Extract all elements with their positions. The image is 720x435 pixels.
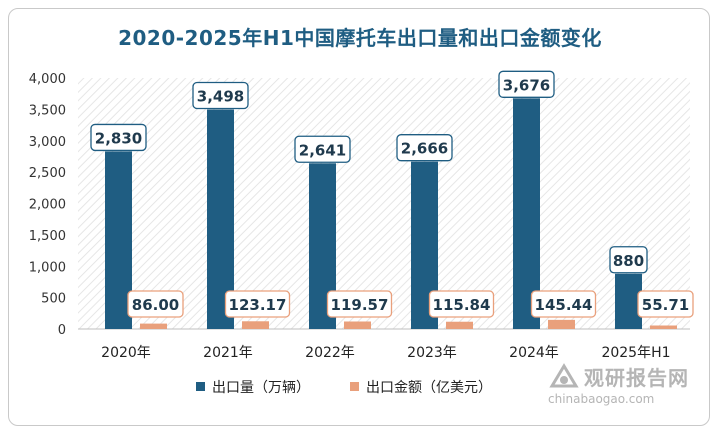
data-label-box [637,290,694,318]
y-tick-label: 2,000 [29,198,66,213]
y-tick-label: 3,500 [29,103,66,118]
bar-export-amount [140,323,167,329]
data-label-export-amount: 119.57 [331,296,389,314]
data-label-box [90,123,147,152]
legend-swatch-export-amount [350,382,359,391]
y-tick-label: 4,000 [29,72,66,87]
bar-export-amount [242,321,269,329]
watermark-url: chinabaogao.com [548,392,655,406]
bar-export-amount [446,321,473,329]
logo-icon [549,363,579,388]
data-label-export-amount: 145.44 [535,296,593,314]
data-label-export-volume: 3,676 [503,76,550,94]
data-label-export-volume: 3,498 [197,88,244,106]
bar-export-amount [548,319,575,329]
data-label-box [428,290,495,318]
plot-background [78,78,690,329]
x-tick-label: 2023年 [407,345,457,361]
y-tick-label: 1,500 [29,229,66,244]
data-label-box [498,70,555,98]
data-label-box [609,246,648,274]
x-tick-label: 2022年 [305,345,355,361]
data-label-box [192,81,249,110]
data-label-box [294,135,351,163]
x-tick-label: 2021年 [203,345,253,361]
x-tick-label: 2020年 [101,345,151,361]
data-label-box [530,290,597,318]
y-tick-label: 3,000 [29,135,66,150]
data-label-export-amount: 123.17 [229,296,287,314]
chart-title: 2020-2025年H1中国摩托车出口量和出口金额变化 [118,26,602,50]
legend-swatch-export-volume [196,382,205,391]
y-tick-label: 1,000 [29,260,66,275]
data-label-box [224,290,291,318]
data-label-box [396,134,453,162]
x-tick-label: 2024年 [509,345,559,361]
data-label-export-amount: 115.84 [433,296,491,314]
data-label-export-volume: 2,830 [95,129,142,147]
y-tick-label: 500 [41,292,66,307]
bar-export-amount [344,321,371,329]
y-tick-label: 2,500 [29,166,66,181]
data-label-box [127,290,184,318]
data-label-box [326,290,393,318]
data-label-export-amount: 55.71 [642,296,689,314]
legend-label-export-volume: 出口量（万辆） [212,380,310,396]
legend-label-export-amount: 出口金额（亿美元） [366,380,492,396]
watermark-brand: 观研报告网 [584,366,689,390]
x-tick-label: 2025年H1 [601,345,670,361]
data-label-export-amount: 86.00 [132,296,179,314]
data-label-export-volume: 880 [613,252,644,270]
data-label-export-volume: 2,666 [401,140,448,158]
y-tick-label: 0 [58,323,66,338]
data-label-export-volume: 2,641 [299,141,346,159]
bar-export-amount [650,325,677,329]
